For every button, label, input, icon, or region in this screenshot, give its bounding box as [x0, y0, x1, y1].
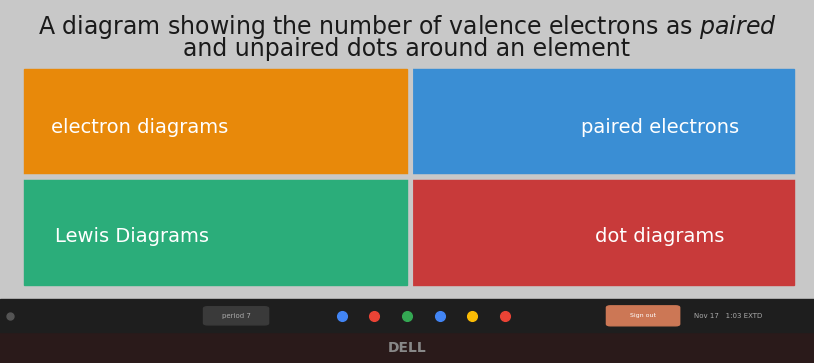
Text: Sign out: Sign out	[630, 313, 656, 318]
Bar	[410, 178, 794, 285]
FancyBboxPatch shape	[204, 307, 269, 325]
Text: dot diagrams: dot diagrams	[595, 227, 724, 246]
FancyBboxPatch shape	[606, 306, 680, 326]
Text: Nov 17   1:03 EXTD: Nov 17 1:03 EXTD	[694, 313, 763, 319]
Text: and unpaired dots around an element: and unpaired dots around an element	[183, 37, 631, 61]
Bar	[24, 178, 407, 285]
Bar	[0, 332, 814, 363]
Text: period 7: period 7	[221, 313, 251, 319]
Text: Lewis Diagrams: Lewis Diagrams	[55, 227, 208, 246]
Text: paired electrons: paired electrons	[580, 118, 738, 137]
Text: electron diagrams: electron diagrams	[50, 118, 228, 137]
Bar	[410, 69, 794, 176]
Text: A diagram showing the number of valence electrons as $\it{paired}$: A diagram showing the number of valence …	[37, 13, 777, 41]
Text: DELL: DELL	[387, 340, 427, 355]
Bar	[0, 299, 814, 332]
Bar	[24, 69, 407, 176]
